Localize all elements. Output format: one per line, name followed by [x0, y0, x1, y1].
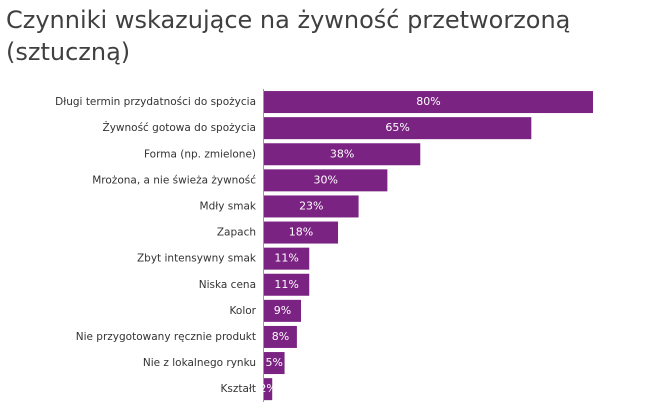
chart-title: Czynniki wskazujące na żywność przetworz…	[6, 6, 571, 66]
bar	[264, 143, 421, 166]
category-label: Zapach	[217, 227, 256, 239]
value-label: 9%	[274, 304, 291, 317]
category-label: Żywność gotowa do spożycia	[103, 121, 256, 134]
value-label: 38%	[330, 147, 354, 160]
value-label: 65%	[385, 121, 409, 134]
bar	[264, 247, 310, 270]
value-label: 11%	[274, 278, 298, 291]
value-label: 80%	[416, 95, 440, 108]
bar	[264, 299, 302, 322]
bar	[264, 378, 273, 401]
bar	[264, 221, 339, 244]
value-label: 23%	[299, 199, 323, 212]
bar	[264, 325, 297, 348]
bar	[264, 273, 310, 296]
bar	[264, 91, 593, 114]
category-label: Kolor	[230, 305, 257, 317]
bar	[264, 195, 359, 218]
bar	[264, 169, 388, 192]
category-label: Mdły smak	[200, 200, 257, 212]
value-label: 2%	[259, 382, 276, 395]
category-label: Długi termin przydatności do spożycia	[55, 96, 256, 108]
value-label: 30%	[313, 173, 337, 186]
category-label: Nie przygotowany ręcznie produkt	[76, 331, 256, 343]
value-label: 18%	[289, 226, 313, 239]
bar	[264, 352, 285, 375]
bar	[264, 117, 532, 140]
value-label: 11%	[274, 252, 298, 265]
value-label: 8%	[272, 330, 289, 343]
category-label: Forma (np. zmielone)	[144, 148, 256, 160]
category-label: Zbyt intensywny smak	[137, 253, 257, 265]
value-label: 5%	[266, 356, 283, 369]
category-label: Mrożona, a nie świeża żywność	[92, 174, 256, 186]
category-label: Nie z lokalnego rynku	[143, 357, 256, 369]
category-label: Niska cena	[199, 279, 256, 291]
category-label: Kształt	[220, 383, 256, 395]
